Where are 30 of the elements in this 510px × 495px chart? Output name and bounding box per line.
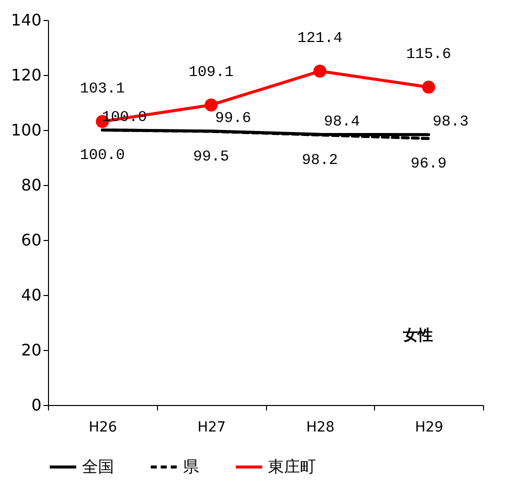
legend-label: 県 bbox=[183, 457, 199, 476]
y-tick-label: 0 bbox=[31, 396, 42, 414]
data-label: 121.4 bbox=[297, 30, 342, 48]
data-label: 109.1 bbox=[188, 64, 234, 81]
legend-label: 東庄町 bbox=[268, 457, 316, 476]
data-label: 100.0 bbox=[80, 147, 125, 164]
point bbox=[204, 98, 218, 112]
data-label: 103.1 bbox=[80, 80, 125, 98]
annotation: 女性 bbox=[402, 326, 433, 344]
data-label: 98.3 bbox=[432, 114, 469, 131]
data-label: 96.9 bbox=[410, 156, 447, 173]
x-tick-label: H27 bbox=[197, 420, 226, 436]
y-tick-label: 80 bbox=[21, 176, 42, 194]
y-tick-label: 100 bbox=[10, 120, 42, 140]
data-label: 99.6 bbox=[215, 110, 252, 128]
y-tick-label: 40 bbox=[21, 286, 42, 304]
y-tick-label: 120 bbox=[10, 66, 42, 84]
legend-label: 全国 bbox=[82, 457, 114, 476]
y-tick-label: 20 bbox=[21, 340, 42, 360]
data-label: 115.6 bbox=[406, 46, 452, 64]
y-tick-label: 140 bbox=[10, 10, 42, 30]
data-label: 98.2 bbox=[302, 152, 338, 169]
point bbox=[313, 64, 326, 78]
point bbox=[422, 80, 436, 94]
y-tick-label: 60 bbox=[21, 230, 42, 250]
data-label: 99.5 bbox=[193, 148, 230, 166]
x-tick-label: H26 bbox=[88, 420, 118, 436]
data-label: 98.4 bbox=[324, 113, 360, 130]
x-tick-label: H29 bbox=[414, 420, 444, 436]
x-tick-label: H28 bbox=[306, 420, 335, 436]
